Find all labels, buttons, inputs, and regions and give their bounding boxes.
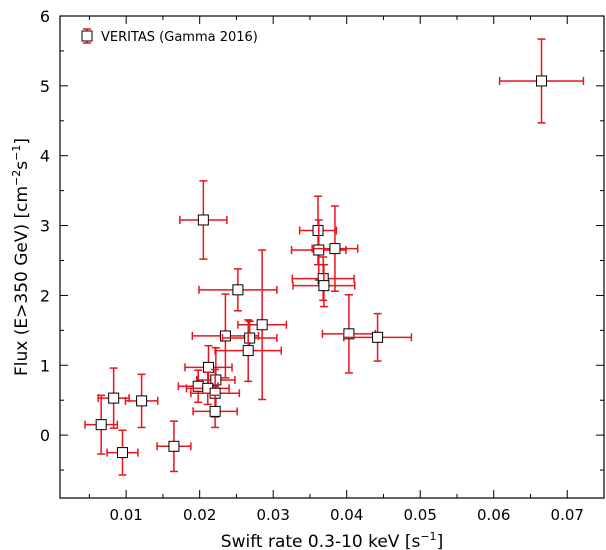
x-tick-label: 0.02	[183, 506, 216, 524]
data-point	[192, 380, 204, 392]
y-axis-label-mid: s	[12, 161, 32, 170]
y-tick-label: 4	[40, 147, 50, 166]
y-tick-label: 0	[40, 426, 50, 445]
legend: VERITAS (Gamma 2016)	[81, 28, 258, 45]
y-axis-label-end: ]	[12, 138, 32, 145]
legend-label: VERITAS (Gamma 2016)	[101, 30, 258, 45]
y-axis-label: Flux (E>350 GeV) [cm−2s−1]	[10, 138, 32, 376]
data-point	[244, 332, 256, 344]
data-point	[202, 361, 214, 373]
y-axis-label-superscript-2: −1	[10, 145, 23, 161]
data-point	[329, 243, 341, 255]
data-point	[219, 330, 231, 342]
plot-frame	[59, 15, 605, 499]
data-point	[536, 75, 548, 87]
x-tick-label: 0.05	[404, 506, 437, 524]
data-point	[313, 244, 325, 256]
x-axis-label-main: Swift rate 0.3-10 keV [s	[221, 532, 421, 550]
data-point	[168, 440, 180, 452]
plot-elements: 0.01 0.02 0.03 0.04 0.05 0.06 0.07 0 1 2 3 4 5 6	[40, 7, 604, 524]
x-tick-label: 0.03	[256, 506, 289, 524]
data-point	[256, 319, 268, 331]
y-tick-label: 6	[40, 7, 50, 26]
data-point	[318, 280, 330, 292]
data-point	[232, 284, 244, 296]
y-tick-label: 3	[40, 217, 50, 236]
x-tick-label: 0.04	[330, 506, 363, 524]
y-axis-label-main: Flux (E>350 GeV) [cm	[12, 186, 32, 376]
x-axis-label-end: ]	[437, 532, 444, 550]
data-point	[95, 419, 107, 431]
y-axis-label-superscript-1: −2	[10, 170, 23, 186]
x-tick-label: 0.06	[477, 506, 510, 524]
data-point	[372, 331, 384, 343]
data-point	[197, 214, 209, 226]
y-tick-label: 5	[40, 77, 50, 96]
x-axis-label-superscript: −1	[420, 530, 436, 543]
x-tick-label: 0.01	[109, 506, 142, 524]
x-axis-label: Swift rate 0.3-10 keV [s−1]	[221, 530, 443, 550]
y-tick-label: 1	[40, 356, 50, 375]
legend-marker-square	[81, 30, 93, 42]
data-point	[136, 395, 148, 407]
data-point	[108, 392, 120, 404]
data-point	[209, 405, 221, 417]
x-tick-label: 0.07	[551, 506, 584, 524]
data-point	[116, 447, 128, 459]
data-point	[242, 345, 254, 357]
y-tick-label: 2	[40, 286, 50, 305]
